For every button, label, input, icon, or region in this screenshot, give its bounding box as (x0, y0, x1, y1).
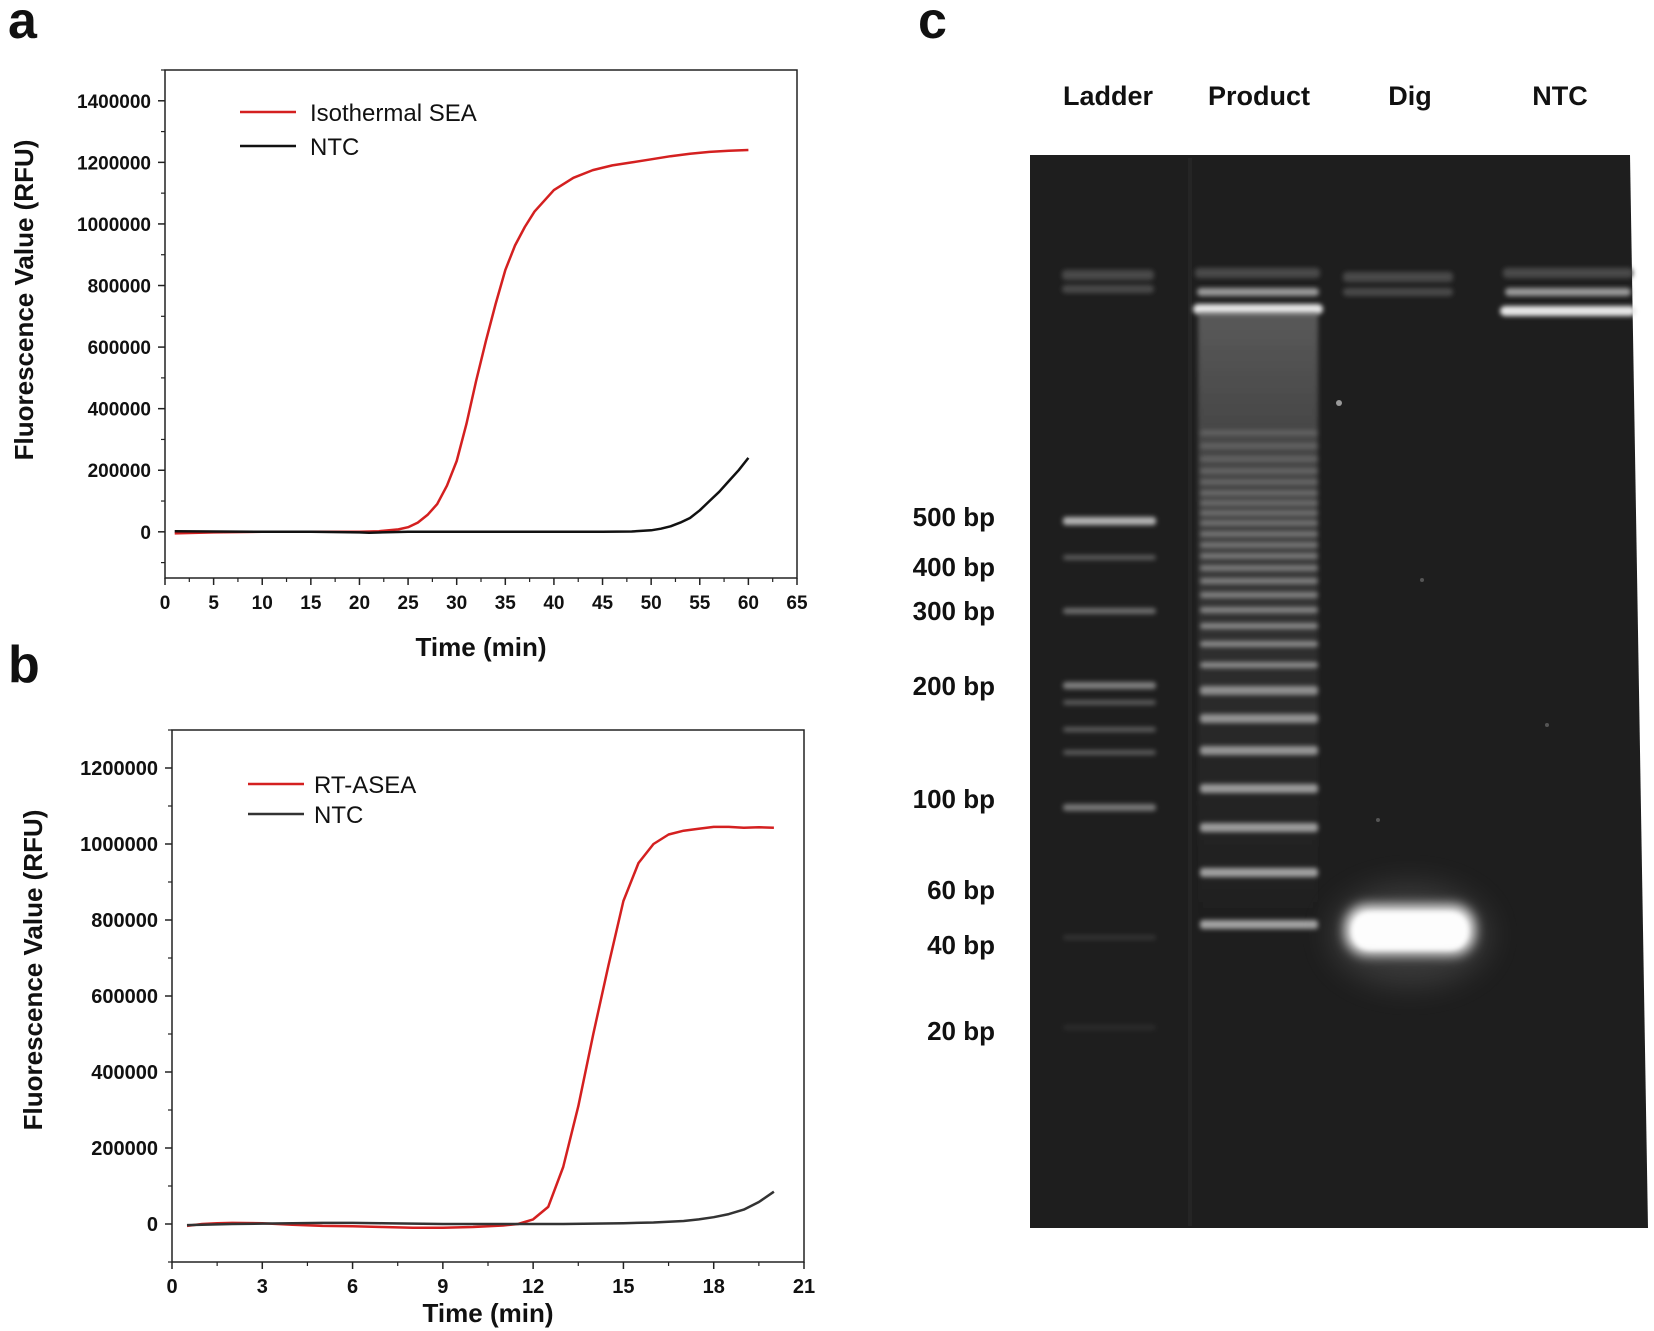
chart-b-x-label: Time (min) (423, 1298, 554, 1328)
chart-a-x-tick-label: 20 (349, 593, 370, 614)
chart-a-y-label: Fluorescence Value (RFU) (9, 140, 39, 461)
chart-b-y-tick-label: 600000 (91, 986, 158, 1008)
chart-b-legend: RT-ASEA NTC (248, 772, 416, 829)
chart-a-y-tick-label: 600000 (88, 338, 151, 359)
chart-b-frame (171, 729, 805, 1263)
chart-a-x-tick-label: 50 (641, 593, 662, 614)
chart-b-y-tick-label: 1000000 (80, 834, 158, 856)
gel-panel: Ladder Product Dig NTC 500 bp 400 bp 300… (913, 81, 1654, 1228)
chart-b-x-tick-label: 18 (703, 1276, 725, 1298)
chart-b-series-line-ntc (186, 1190, 775, 1227)
size-label-40: 40 bp (927, 930, 995, 960)
chart-a-series (174, 148, 750, 535)
chart-b-y-tick-label: 400000 (91, 1062, 158, 1084)
lane-label-ntc: NTC (1532, 81, 1588, 111)
chart-b-ticks: 0 3 6 9 12 15 18 21 0 200000 400000 600000 800000 100… (80, 729, 815, 1298)
size-label-300: 300 bp (913, 596, 995, 626)
chart-a-y-tick-label: 1000000 (77, 215, 151, 236)
chart-b-x-tick-label: 9 (437, 1276, 448, 1298)
chart-b-y-tick-label: 0 (147, 1214, 158, 1236)
panel-letter-c: c (918, 0, 947, 50)
chart-a-y-tick-label: 800000 (88, 277, 151, 298)
chart-a-legend: Isothermal SEA NTC (240, 100, 477, 161)
chart-b-y-tick-label: 200000 (91, 1138, 158, 1160)
chart-b-x-tick-label: 6 (347, 1276, 358, 1298)
chart-b-x-tick-label: 21 (793, 1276, 815, 1298)
size-label-500: 500 bp (913, 502, 995, 532)
size-label-100: 100 bp (913, 784, 995, 814)
lane-label-product: Product (1208, 81, 1310, 111)
legend-label-isothermal-sea: Isothermal SEA (310, 100, 477, 127)
chart-b-x-tick-label: 15 (612, 1276, 634, 1298)
chart-a-x-tick-label: 0 (160, 593, 171, 614)
chart-b-x-tick-label: 3 (257, 1276, 268, 1298)
chart-a-x-tick-label: 30 (446, 593, 467, 614)
chart-a-y-tick-label: 1400000 (77, 92, 151, 113)
chart-a-x-tick-label: 60 (738, 593, 759, 614)
chart-a-x-tick-label: 35 (495, 593, 517, 614)
chart-b-x-tick-label: 0 (166, 1276, 177, 1298)
chart-b-y-label: Fluorescence Value (RFU) (18, 810, 48, 1131)
chart-a-x-tick-label: 10 (252, 593, 273, 614)
chart-a: 0 5 10 15 20 25 30 35 40 45 50 55 60 65 0 200000 400000 6… (9, 69, 808, 662)
chart-b: 0 3 6 9 12 15 18 21 0 200000 400000 600000 800000 100… (18, 729, 815, 1328)
chart-a-x-tick-label: 15 (300, 593, 322, 614)
chart-a-x-tick-label: 45 (592, 593, 614, 614)
size-label-400: 400 bp (913, 552, 995, 582)
chart-b-y-tick-label: 800000 (91, 910, 158, 932)
chart-a-ticks: 0 5 10 15 20 25 30 35 40 45 50 55 60 65 0 200000 400000 6… (77, 69, 808, 614)
legend-label-rt-asea: RT-ASEA (314, 772, 416, 799)
panel-letter-a: a (8, 0, 38, 50)
gel-image (1030, 155, 1654, 1228)
chart-b-x-tick-label: 12 (522, 1276, 544, 1298)
chart-a-series-line-ntc (174, 457, 750, 534)
chart-a-x-tick-label: 25 (398, 593, 420, 614)
legend-label-ntc: NTC (310, 134, 359, 161)
chart-a-y-tick-label: 400000 (88, 400, 151, 421)
chart-a-y-tick-label: 200000 (88, 461, 151, 482)
chart-b-series (186, 825, 775, 1230)
lane-label-dig: Dig (1388, 81, 1432, 111)
chart-a-x-tick-label: 5 (208, 593, 219, 614)
chart-a-x-tick-label: 55 (689, 593, 711, 614)
legend-label-ntc-b: NTC (314, 802, 363, 829)
chart-a-series-line-isothermal-sea (174, 148, 749, 535)
chart-b-series-line-rt-asea (186, 825, 774, 1230)
lane-label-ladder: Ladder (1063, 81, 1154, 111)
size-label-20: 20 bp (927, 1016, 995, 1046)
chart-a-x-tick-label: 40 (543, 593, 564, 614)
chart-a-y-tick-label: 1200000 (77, 153, 151, 174)
panel-letter-b: b (8, 636, 40, 694)
size-label-200: 200 bp (913, 671, 995, 701)
chart-a-y-tick-label: 0 (140, 523, 151, 544)
chart-a-x-label: Time (min) (416, 632, 547, 662)
chart-b-y-tick-label: 1200000 (80, 758, 158, 780)
chart-a-x-tick-label: 65 (786, 593, 808, 614)
size-label-60: 60 bp (927, 875, 995, 905)
